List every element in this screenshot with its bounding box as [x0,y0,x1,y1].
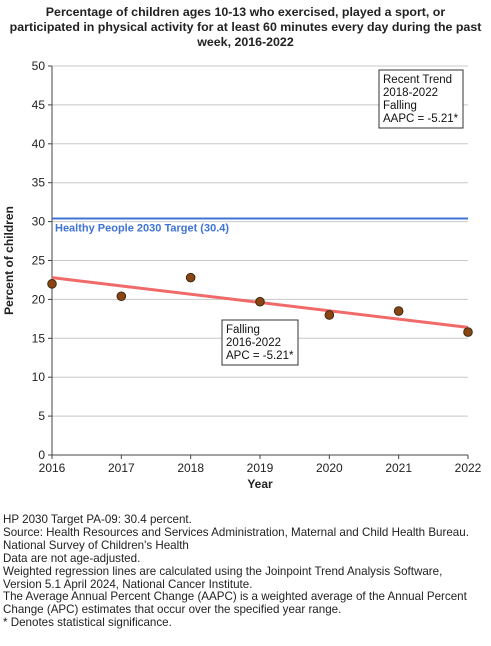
data-point [393,306,404,316]
x-tick-label: 2017 [108,461,135,475]
y-tick-label: 35 [32,176,46,190]
y-axis-label: Percent of children [2,206,16,315]
y-tick-label: 5 [38,409,45,423]
chart-title: Percentage of children ages 10-13 who ex… [0,5,491,50]
note-line: The Average Annual Percent Change (AAPC)… [3,590,467,604]
chart-plot: 0 5 10 15 20 25 30 35 40 45 50 2016 2017 2018 2019 2020… [2,59,482,491]
chart-notes: HP 2030 Target PA-09: 30.4 percent. Sour… [3,513,491,630]
annotation-text: Falling [383,100,417,112]
note-line: National Survey of Children's Health [3,538,189,552]
y-tick-label: 30 [32,215,46,229]
annotation-text: AAPC = -5.21* [383,113,459,125]
note-line: Data are not age-adjusted. [3,551,141,565]
x-tick-label: 2019 [247,461,274,475]
y-tick-label: 40 [32,137,46,151]
annotation-text: 2016-2022 [226,337,281,349]
note-line: Weighted regression lines are calculated… [3,564,443,578]
data-point [324,310,335,320]
y-tick-label: 0 [38,448,45,462]
data-point [185,272,196,283]
note-line: Change (APC) estimates that occur over t… [3,603,342,617]
data-point [463,327,473,337]
y-tick-label: 10 [32,370,46,384]
x-tick-label: 2018 [177,461,204,475]
annotation-text: Recent Trend [383,74,452,86]
y-tick-label: 20 [32,292,46,306]
data-point [116,291,127,302]
y-tick-label: 25 [32,254,46,268]
chart-title-line: Percentage of children ages 10-13 who ex… [45,5,446,19]
x-tick-label: 2016 [39,461,66,475]
note-line: Source: Health Resources and Services Ad… [3,525,469,539]
x-axis-label: Year [247,477,273,491]
target-label: Healthy People 2030 Target (30.4) [55,222,229,234]
y-tick-label: 45 [32,98,46,112]
x-tick-label: 2022 [455,461,482,475]
x-tick-label: 2021 [385,461,412,475]
annotation-box [221,319,299,366]
annotation-text: APC = -5.21* [226,350,294,362]
note-line: Version 5.1 April 2024, National Cancer … [3,577,253,591]
note-line: HP 2030 Target PA-09: 30.4 percent. [3,513,192,526]
annotation-text: Falling [226,324,260,336]
x-tick-label: 2020 [316,461,343,475]
y-tick-label: 15 [32,331,46,345]
data-point [47,279,57,289]
data-point [255,296,265,307]
chart-title-line: week, 2016-2022 [197,35,294,49]
annotation-text: 2018-2022 [383,87,438,99]
annotation-box [378,69,464,129]
note-line: * Denotes statistical significance. [3,616,172,630]
chart-title-line: participated in physical activity for at… [9,20,482,34]
y-tick-label: 50 [32,59,46,73]
